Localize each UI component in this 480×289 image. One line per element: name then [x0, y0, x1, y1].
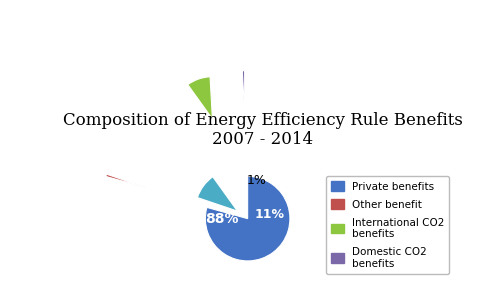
- Wedge shape: [106, 174, 146, 188]
- Wedge shape: [187, 77, 212, 119]
- Text: 11%: 11%: [254, 208, 284, 221]
- Text: 88%: 88%: [204, 212, 238, 226]
- Wedge shape: [242, 71, 244, 113]
- Title: Composition of Energy Efficiency Rule Benefits
2007 - 2014: Composition of Energy Efficiency Rule Be…: [62, 112, 461, 148]
- Legend: Private benefits, Other benefit, International CO2
benefits, Domestic CO2
benefi: Private benefits, Other benefit, Interna…: [325, 176, 448, 274]
- Wedge shape: [197, 177, 237, 211]
- Text: 1%: 1%: [247, 174, 266, 187]
- Wedge shape: [205, 176, 289, 261]
